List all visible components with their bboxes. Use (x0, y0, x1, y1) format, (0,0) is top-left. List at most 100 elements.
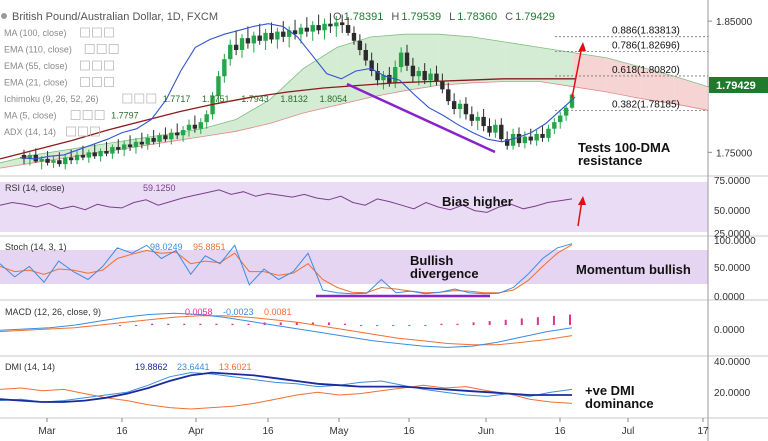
candle-body (157, 135, 162, 142)
macd-histogram-bar (119, 325, 121, 327)
cloud-segment (67, 144, 102, 158)
candle-body (410, 65, 416, 77)
cloud-segment (472, 36, 506, 83)
eye-icon[interactable] (80, 27, 90, 38)
macd-histogram-bar (552, 315, 555, 326)
legend-label: ADX (14, 14) (4, 127, 56, 137)
stoch-band (0, 250, 708, 284)
annotation-dmi-1: +ve DMI (585, 383, 635, 398)
fib-level-label: 0.618(1.80820) (612, 65, 680, 76)
candle-body (534, 133, 539, 141)
gear-icon[interactable] (92, 60, 102, 71)
stoch-d-line (0, 244, 573, 294)
close-icon[interactable] (94, 110, 105, 120)
candle-body (186, 124, 192, 131)
close-icon[interactable] (108, 44, 119, 54)
candle-body (481, 116, 486, 127)
cloud-segment (505, 42, 540, 82)
eye-icon[interactable] (80, 60, 90, 71)
candle-body (540, 133, 545, 138)
collapse-icon[interactable] (1, 13, 7, 19)
candle-body (510, 133, 516, 146)
gear-icon[interactable] (82, 110, 93, 120)
candle-body (204, 114, 209, 123)
candle-body (98, 151, 103, 157)
cloud-segment (674, 76, 708, 111)
plus-di-line (0, 372, 573, 403)
macd-histogram-bar (392, 325, 395, 327)
macd-histogram-bar (504, 319, 507, 326)
close-icon[interactable] (146, 93, 157, 104)
macd-pane (0, 312, 573, 348)
gear-icon[interactable] (96, 44, 107, 54)
macd-histogram-bar (167, 323, 170, 326)
rsi-tick: 50.0000 (714, 206, 751, 217)
candle-body (133, 141, 139, 148)
rsi-tick: 25.0000 (714, 229, 751, 240)
eye-icon[interactable] (84, 44, 95, 54)
candle-body (21, 154, 27, 159)
candle-body (504, 139, 510, 146)
price-trendline[interactable] (346, 82, 496, 154)
eye-icon[interactable] (122, 93, 133, 104)
eye-icon[interactable] (66, 126, 76, 137)
stoch-d-value: 95.8851 (193, 242, 226, 252)
minus-di-value: 13.6021 (219, 362, 252, 372)
adx-line (0, 371, 572, 403)
gear-icon[interactable] (92, 77, 102, 87)
candle-body (163, 135, 168, 140)
candle-body (334, 22, 339, 27)
time-tick-label: Apr (188, 426, 204, 437)
legend-value: 1.7943 (241, 94, 269, 104)
time-tick-label: 16 (262, 426, 274, 437)
gear-icon[interactable] (92, 27, 102, 38)
annotation-divergence-2: divergence (410, 266, 479, 281)
close-icon[interactable] (104, 60, 114, 71)
candle-body (328, 23, 333, 27)
macd-histogram-bar (456, 323, 459, 326)
stoch-k-value: 98.0249 (150, 242, 183, 252)
macd-tick: 0.0000 (714, 325, 745, 336)
close-icon[interactable] (104, 77, 114, 87)
candle-body (387, 74, 392, 83)
close-icon[interactable] (104, 27, 114, 38)
macd-histogram-bar (569, 314, 571, 326)
candle-body (351, 32, 357, 41)
close-icon[interactable] (90, 126, 100, 137)
pane-scales: 75.0000 50.0000 25.0000 100.0000 50.0000… (714, 176, 756, 399)
candle-body (493, 124, 498, 133)
ichimoku-cloud (0, 33, 709, 169)
candle-body (469, 114, 475, 121)
macd-signal-value: 0.0081 (264, 307, 292, 317)
candle-body (463, 103, 469, 115)
dmi-tick: 20.0000 (714, 388, 751, 399)
candle-body (175, 132, 180, 136)
gear-icon[interactable] (134, 93, 145, 104)
price-arrow (571, 45, 583, 99)
macd-histogram-bar (520, 318, 523, 326)
legend-label: EMA (55, close) (4, 61, 68, 71)
chart-title: British Pound/Australian Dollar, 1D, FXC… (12, 11, 218, 23)
legend-value: 1.8054 (320, 94, 348, 104)
candle-body (269, 32, 274, 40)
candle-body (422, 70, 427, 81)
candle-body (45, 158, 50, 163)
candle-body (198, 122, 203, 129)
annotations: Tests 100-DMA resistance Bias higher Bul… (410, 140, 691, 411)
macd-histogram-bar (231, 323, 234, 326)
eye-icon[interactable] (70, 110, 81, 120)
candle-body (292, 30, 298, 35)
gear-icon[interactable] (78, 126, 88, 137)
candle-body (139, 141, 145, 145)
candle-body (92, 152, 97, 157)
price-tick-label: 1.85000 (716, 17, 753, 28)
legend-label: EMA (110, close) (4, 45, 72, 55)
time-scale[interactable]: Mar 16 Apr 16 May 16 Jun 16 Jul 17 (38, 418, 709, 437)
candle-body (339, 22, 345, 26)
legend-label: EMA (21, close) (4, 78, 68, 88)
rsi-value: 59.1250 (143, 183, 176, 193)
candle-body (393, 67, 398, 83)
eye-icon[interactable] (80, 77, 90, 87)
legend-label: MA (100, close) (4, 28, 67, 38)
candle-body (446, 89, 451, 102)
